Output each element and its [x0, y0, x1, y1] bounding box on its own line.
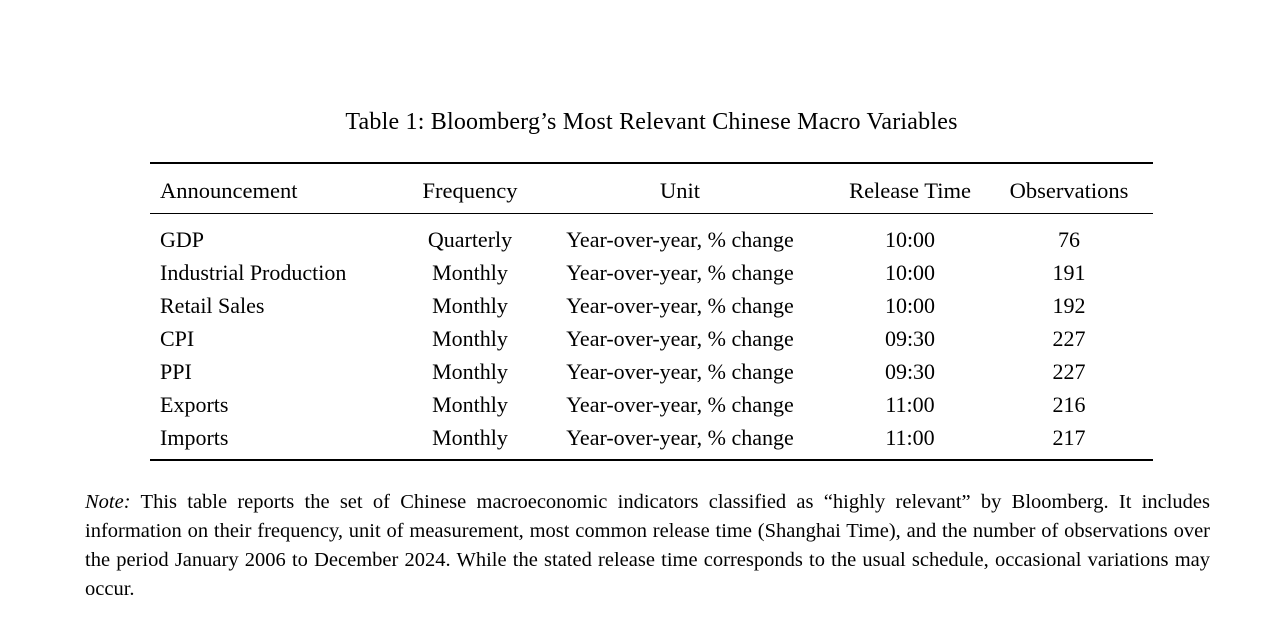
column-header-frequency: Frequency	[415, 163, 525, 214]
cell-observations: 217	[1052, 425, 1086, 450]
cell-release-time: 09:30	[884, 359, 936, 384]
column-header-unit: Unit	[525, 163, 835, 214]
cell-release-time: 09:30	[884, 326, 936, 351]
cell-frequency: Monthly	[432, 293, 508, 318]
table-row-retail-sales: Retail Sales Monthly Year-over-year, % c…	[150, 289, 1153, 322]
cell-frequency: Monthly	[432, 326, 508, 351]
table-title: Table 1: Bloomberg’s Most Relevant Chine…	[345, 109, 958, 135]
cell-announcement: Exports	[160, 392, 229, 417]
table-block: Table 1: Bloomberg’s Most Relevant Chine…	[150, 107, 1153, 461]
cell-unit: Year-over-year, % change	[566, 359, 794, 384]
table-row-exports: Exports Monthly Year-over-year, % change…	[150, 388, 1153, 421]
column-header-observations: Observations	[985, 163, 1153, 214]
column-header-release-time: Release Time	[835, 163, 985, 214]
column-header-announcement: Announcement	[150, 163, 415, 214]
cell-observations: 76	[1058, 227, 1080, 252]
cell-release-time: 10:00	[884, 227, 936, 252]
table-note: Note: This table reports the set of Chine…	[85, 488, 1210, 604]
table-row-imports: Imports Monthly Year-over-year, % change…	[150, 421, 1153, 460]
table-row-industrial-production: Industrial Production Monthly Year-over-…	[150, 256, 1153, 289]
cell-unit: Year-over-year, % change	[566, 227, 794, 252]
cell-frequency: Monthly	[432, 260, 508, 285]
cell-observations: 191	[1052, 260, 1086, 285]
cell-announcement: Retail Sales	[160, 293, 265, 318]
cell-announcement: Imports	[160, 425, 229, 450]
cell-announcement: GDP	[160, 227, 205, 252]
cell-observations: 192	[1052, 293, 1086, 318]
table-row-cpi: CPI Monthly Year-over-year, % change 09:…	[150, 322, 1153, 355]
cell-release-time: 11:00	[885, 392, 935, 417]
cell-unit: Year-over-year, % change	[566, 425, 794, 450]
cell-release-time: 11:00	[885, 425, 935, 450]
macro-variables-table: Announcement Frequency Unit Release Time…	[150, 162, 1153, 461]
cell-observations: 216	[1052, 392, 1086, 417]
cell-frequency: Quarterly	[427, 227, 513, 252]
cell-unit: Year-over-year, % change	[566, 392, 794, 417]
cell-unit: Year-over-year, % change	[566, 260, 794, 285]
cell-frequency: Monthly	[432, 425, 508, 450]
cell-release-time: 10:00	[884, 293, 936, 318]
table-row-gdp: GDP Quarterly Year-over-year, % change 1…	[150, 214, 1153, 257]
cell-frequency: Monthly	[432, 392, 508, 417]
header-row: Announcement Frequency Unit Release Time…	[150, 163, 1153, 214]
cell-unit: Year-over-year, % change	[566, 326, 794, 351]
cell-release-time: 10:00	[884, 260, 936, 285]
cell-announcement: Industrial Production	[160, 260, 347, 285]
cell-unit: Year-over-year, % change	[566, 293, 794, 318]
cell-announcement: CPI	[160, 326, 195, 351]
cell-observations: 227	[1052, 359, 1086, 384]
cell-observations: 227	[1052, 326, 1086, 351]
cell-frequency: Monthly	[432, 359, 508, 384]
table-row-ppi: PPI Monthly Year-over-year, % change 09:…	[150, 355, 1153, 388]
note-text: This table reports the set of Chinese ma…	[85, 491, 1210, 600]
note-label: Note:	[85, 491, 131, 513]
cell-announcement: PPI	[160, 359, 192, 384]
